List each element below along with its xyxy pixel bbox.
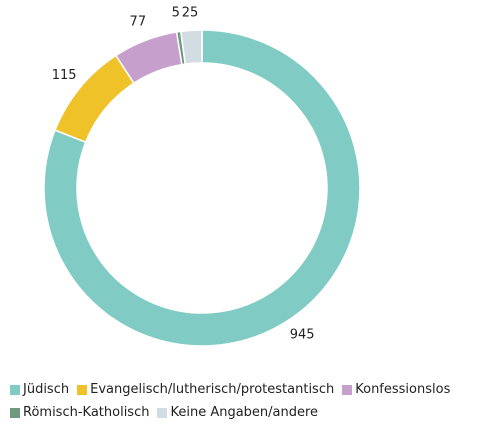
legend-label: Jüdisch bbox=[23, 382, 70, 397]
legend-swatch bbox=[77, 384, 88, 395]
legend-item: Römisch-Katholisch bbox=[10, 405, 149, 420]
data-label: 115 bbox=[52, 68, 77, 83]
data-label: 5 bbox=[172, 6, 180, 21]
legend-label: Evangelisch/lutherisch/protestantisch bbox=[90, 382, 335, 397]
legend-item: Keine Angaben/andere bbox=[157, 405, 318, 420]
legend-swatch bbox=[10, 384, 20, 395]
legend: Jüdisch Evangelisch/lutherisch/protestant… bbox=[10, 382, 486, 420]
legend-label: Römisch-Katholisch bbox=[23, 405, 150, 420]
legend-swatch bbox=[342, 384, 353, 395]
legend-label: Keine Angaben/andere bbox=[170, 405, 319, 420]
data-label: 77 bbox=[130, 14, 147, 29]
data-label: 945 bbox=[290, 328, 315, 343]
chart: 945 115 77 5 25 bbox=[43, 6, 361, 347]
legend-swatch bbox=[157, 407, 168, 418]
donut-segment bbox=[179, 29, 203, 65]
legend-swatch bbox=[10, 407, 20, 418]
legend-label: Konfessionslos bbox=[355, 382, 451, 397]
donut-segment bbox=[43, 29, 361, 347]
legend-item: Jüdisch bbox=[10, 382, 69, 397]
data-label: 25 bbox=[182, 6, 199, 21]
legend-item: Evangelisch/lutherisch/protestantisch bbox=[77, 382, 334, 397]
legend-item: Konfessionslos bbox=[342, 382, 450, 397]
